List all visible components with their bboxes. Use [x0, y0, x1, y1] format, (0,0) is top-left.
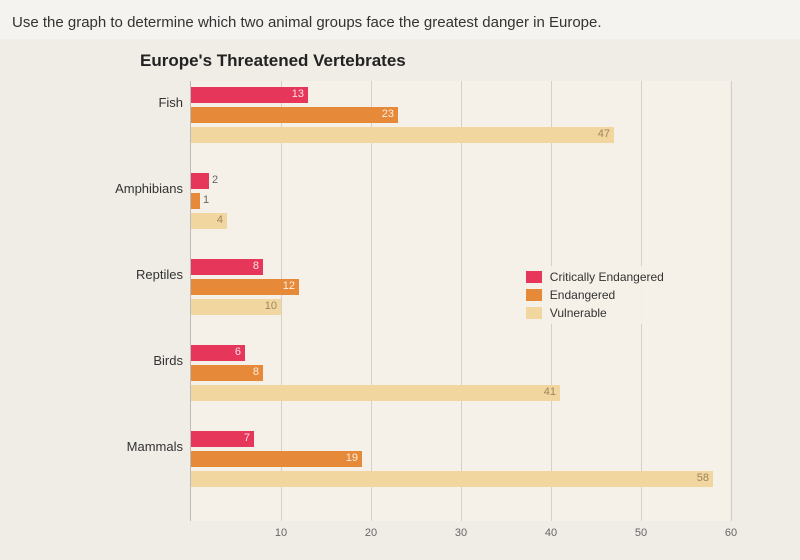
- legend-label: Critically Endangered: [550, 270, 664, 284]
- x-tick-label: 20: [365, 527, 377, 539]
- question-text: Use the graph to determine which two ani…: [0, 0, 800, 39]
- bar-value-label: 41: [544, 386, 556, 398]
- x-tick-label: 10: [275, 527, 287, 539]
- bar-value-label: 10: [265, 300, 277, 312]
- bar: 23: [191, 107, 398, 123]
- chart-container: Europe's Threatened Vertebrates 10 20 30 40…: [0, 39, 800, 541]
- category-label: Amphibians: [115, 181, 191, 196]
- bar-value-label: 8: [253, 366, 259, 378]
- category-group: Amphibians214: [191, 173, 731, 245]
- category-label: Fish: [158, 95, 191, 110]
- bar: 8: [191, 365, 263, 381]
- bar-value-label: 19: [346, 452, 358, 464]
- category-group: Fish132347: [191, 87, 731, 159]
- bar-value-label: 4: [217, 214, 223, 226]
- legend: Critically Endangered Endangered Vulnerabl…: [526, 266, 664, 324]
- bar: 10: [191, 299, 281, 315]
- legend-swatch: [526, 307, 542, 319]
- bar: 2: [191, 173, 209, 189]
- bar: 19: [191, 451, 362, 467]
- category-label: Birds: [153, 353, 191, 368]
- bar: 58: [191, 471, 713, 487]
- bar: 12: [191, 279, 299, 295]
- category-label: Mammals: [127, 439, 191, 454]
- category-label: Reptiles: [136, 267, 191, 282]
- legend-swatch: [526, 271, 542, 283]
- legend-label: Endangered: [550, 288, 615, 302]
- x-tick-label: 60: [725, 527, 737, 539]
- bar-value-label: 47: [598, 128, 610, 140]
- legend-item: Endangered: [526, 288, 664, 302]
- bar-value-label: 6: [235, 346, 241, 358]
- bar-value-label: 58: [697, 472, 709, 484]
- grid-line: [731, 81, 732, 521]
- legend-item: Critically Endangered: [526, 270, 664, 284]
- x-tick-label: 30: [455, 527, 467, 539]
- bar: 47: [191, 127, 614, 143]
- plot-area: 102030405060Fish132347Amphibians214Repti…: [190, 81, 730, 521]
- x-tick-label: 50: [635, 527, 647, 539]
- legend-item: Vulnerable: [526, 306, 664, 320]
- bar-value-label: 23: [382, 108, 394, 120]
- legend-label: Vulnerable: [550, 306, 607, 320]
- category-group: Mammals71958: [191, 431, 731, 503]
- bar: 13: [191, 87, 308, 103]
- bar: 41: [191, 385, 560, 401]
- bar: 1: [191, 193, 200, 209]
- chart: 102030405060Fish132347Amphibians214Repti…: [100, 81, 780, 541]
- bar: 6: [191, 345, 245, 361]
- bar-value-label: 2: [212, 174, 218, 186]
- bar-value-label: 1: [203, 194, 209, 206]
- bar: 4: [191, 213, 227, 229]
- bar-value-label: 8: [253, 260, 259, 272]
- bar-value-label: 12: [283, 280, 295, 292]
- category-group: Birds6841: [191, 345, 731, 417]
- chart-title: Europe's Threatened Vertebrates: [0, 45, 800, 81]
- bar: 7: [191, 431, 254, 447]
- legend-swatch: [526, 289, 542, 301]
- bar-value-label: 13: [292, 88, 304, 100]
- bar: 8: [191, 259, 263, 275]
- x-tick-label: 40: [545, 527, 557, 539]
- bar-value-label: 7: [244, 432, 250, 444]
